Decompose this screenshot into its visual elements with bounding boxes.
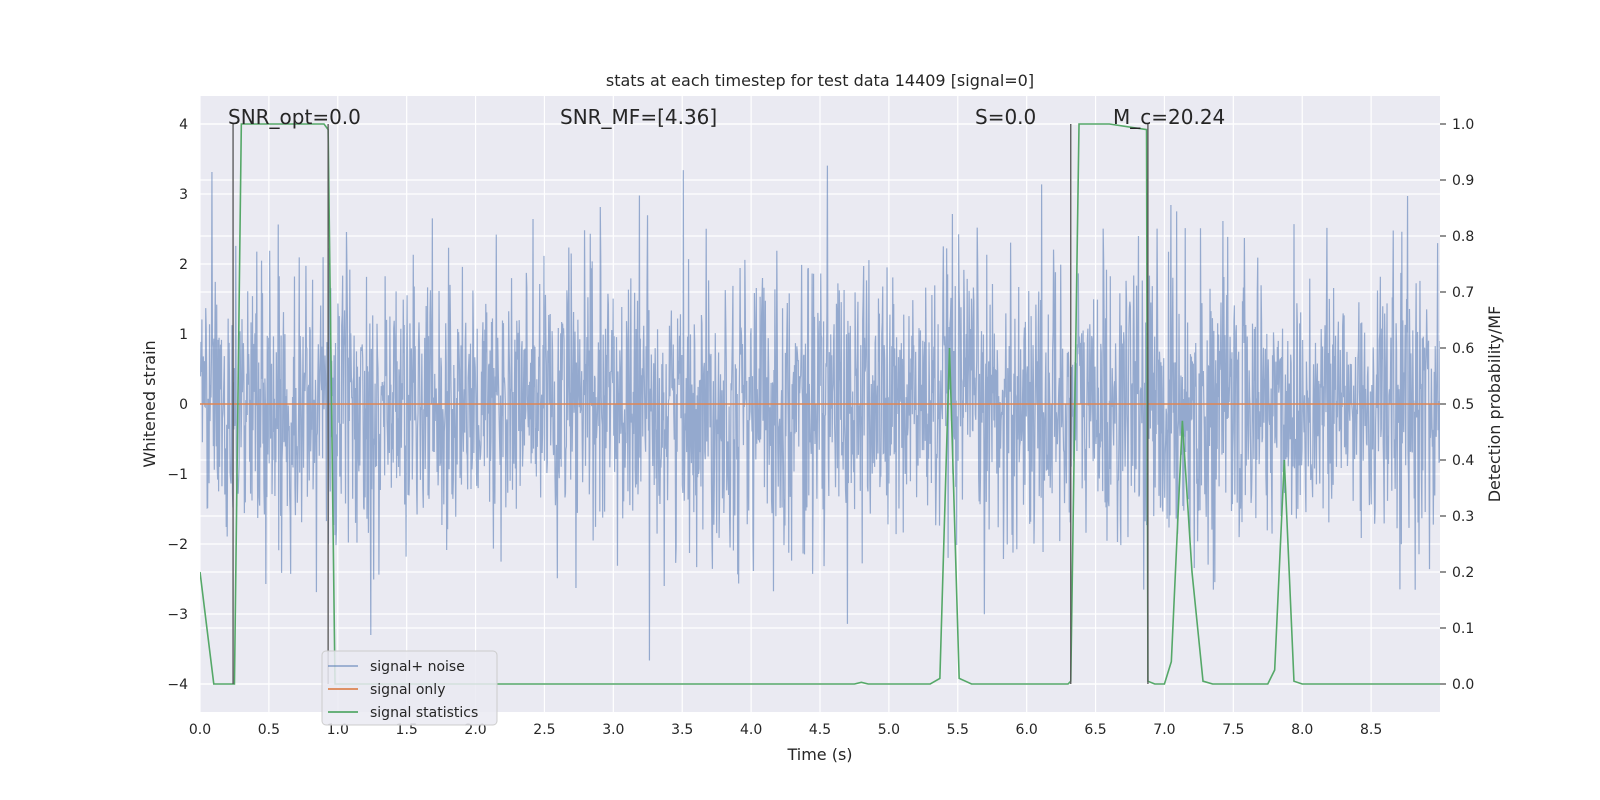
x-tick-label: 2.0 (464, 722, 486, 738)
annotation-1: SNR_MF=[4.36] (560, 105, 717, 129)
y-tick-label: 2 (179, 257, 188, 273)
y-tick-label: 4 (179, 117, 188, 133)
y-axis-label: Whitened strain (140, 340, 159, 467)
x-tick-label: 4.0 (740, 722, 762, 738)
y-right-tick-label: 0.8 (1452, 229, 1474, 245)
legend: signal+ noise signal only signal statistic… (321, 650, 498, 726)
x-tick-label: 1.5 (396, 722, 418, 738)
x-tick-label: 5.0 (878, 722, 900, 738)
x-tick-label: 3.5 (671, 722, 693, 738)
annotation-0: SNR_opt=0.0 (228, 105, 361, 129)
series-signal-noise (200, 165, 1440, 661)
y-right-tick-label: 0.0 (1452, 677, 1474, 693)
x-tick-label: 7.0 (1153, 722, 1175, 738)
x-tick-label: 0.5 (258, 722, 280, 738)
y-tick-label: 3 (179, 187, 188, 203)
x-tick-label: 6.0 (1016, 722, 1038, 738)
y-right-tick-label: 0.3 (1452, 509, 1474, 525)
y-tick-label: 1 (179, 327, 188, 343)
y-axis-right-label: Detection probability/MF (1485, 306, 1504, 503)
annotations: SNR_opt=0.0 SNR_MF=[4.36] S=0.0 M_c=20.24 (228, 105, 1225, 129)
chart-title: stats at each timestep for test data 144… (606, 71, 1034, 90)
y-right-tick-label: 0.7 (1452, 285, 1474, 301)
x-tick-label: 1.0 (327, 722, 349, 738)
x-tick-label: 3.0 (602, 722, 624, 738)
legend-label-1: signal only (370, 682, 445, 698)
x-tick-label: 6.5 (1084, 722, 1106, 738)
y-right-tick-label: 1.0 (1452, 117, 1474, 133)
legend-box (321, 650, 498, 726)
y-tick-label: 0 (179, 397, 188, 413)
y-right-tick-label: 0.2 (1452, 565, 1474, 581)
y-tick-label: −4 (167, 677, 188, 693)
x-tick-label: 0.0 (189, 722, 211, 738)
series-layer (200, 123, 1440, 685)
y-right-tick-label: 0.9 (1452, 173, 1474, 189)
y-right-tick-label: 0.6 (1452, 341, 1474, 357)
y-tick-label: −1 (167, 467, 188, 483)
x-tick-label: 5.5 (947, 722, 969, 738)
vertical-markers (232, 124, 1149, 684)
series-signal-statistics (200, 123, 1440, 685)
y-axis-right-ticks: 0.0 0.1 0.2 0.3 0.4 0.5 0.6 0.7 0.8 0.9 1.0 (1440, 117, 1474, 693)
annotation-3: M_c=20.24 (1113, 105, 1225, 129)
annotation-2: S=0.0 (975, 105, 1036, 129)
y-right-tick-label: 0.4 (1452, 453, 1474, 469)
legend-label-2: signal statistics (370, 705, 478, 721)
y-axis-left-ticks: −4 −3 −2 −1 0 1 2 3 4 (167, 117, 188, 693)
y-tick-label: −3 (167, 607, 188, 623)
y-right-tick-label: 0.5 (1452, 397, 1474, 413)
y-right-tick-label: 0.1 (1452, 621, 1474, 637)
x-tick-label: 8.5 (1360, 722, 1382, 738)
x-tick-label: 7.5 (1222, 722, 1244, 738)
legend-label-0: signal+ noise (370, 659, 465, 675)
x-axis-label: Time (s) (786, 745, 852, 764)
x-tick-label: 2.5 (533, 722, 555, 738)
x-tick-label: 8.0 (1291, 722, 1313, 738)
x-tick-label: 4.5 (809, 722, 831, 738)
x-axis-ticks: 0.0 0.5 1.0 1.5 2.0 2.5 3.0 3.5 4.0 4.5 5.0 5.5 6.0 6… (189, 722, 1382, 738)
y-tick-label: −2 (167, 537, 188, 553)
